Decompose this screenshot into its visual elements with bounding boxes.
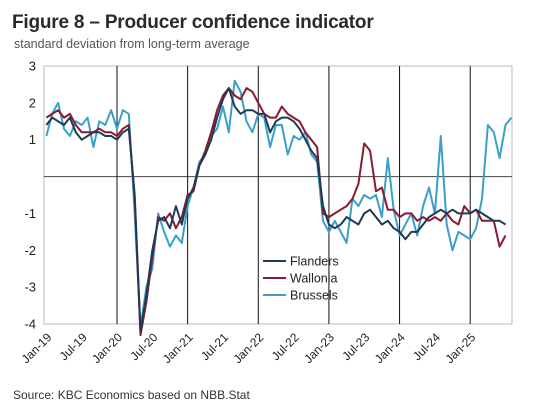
x-tick-label: Jan-21 [160,330,196,366]
x-tick-label: Jan-25 [442,330,478,366]
x-tick-label: Jan-24 [372,330,408,366]
series-line-flanders [45,87,507,333]
y-tick-label: -4 [24,317,36,332]
chart-title: Figure 8 – Producer confidence indicator [12,12,374,33]
legend-label-brussels: Brussels [290,289,338,303]
legend-label-flanders: Flanders [290,255,339,269]
y-tick-label: -2 [24,243,36,258]
x-tick-label: Jul-20 [127,330,160,363]
y-tick-label: 3 [29,59,36,74]
x-tick-label: Jul-23 [339,330,372,363]
x-tick-label: Jan-23 [301,330,337,366]
source-note: Source: KBC Economics based on NBB.Stat [13,388,250,402]
x-tick-label: Jul-21 [198,330,231,363]
plot-frame [43,65,513,325]
x-tick-label: Jul-19 [57,330,90,363]
x-tick-label: Jan-20 [89,330,125,366]
y-tick-label: -1 [24,206,36,221]
y-tick-label: 1 [29,132,36,147]
x-tick-label: Jul-22 [269,330,302,363]
x-tick-label: Jan-22 [231,330,267,366]
y-tick-label: 2 [29,95,36,110]
x-tick-label: Jan-19 [19,330,55,366]
y-tick-label: -3 [24,280,36,295]
series-line-wallonia [45,87,507,337]
chart-subtitle: standard deviation from long-term averag… [14,37,250,51]
x-tick-label: Jul-24 [410,330,443,363]
series-line-brussels [45,79,513,329]
legend-label-wallonia: Wallonia [290,272,338,286]
